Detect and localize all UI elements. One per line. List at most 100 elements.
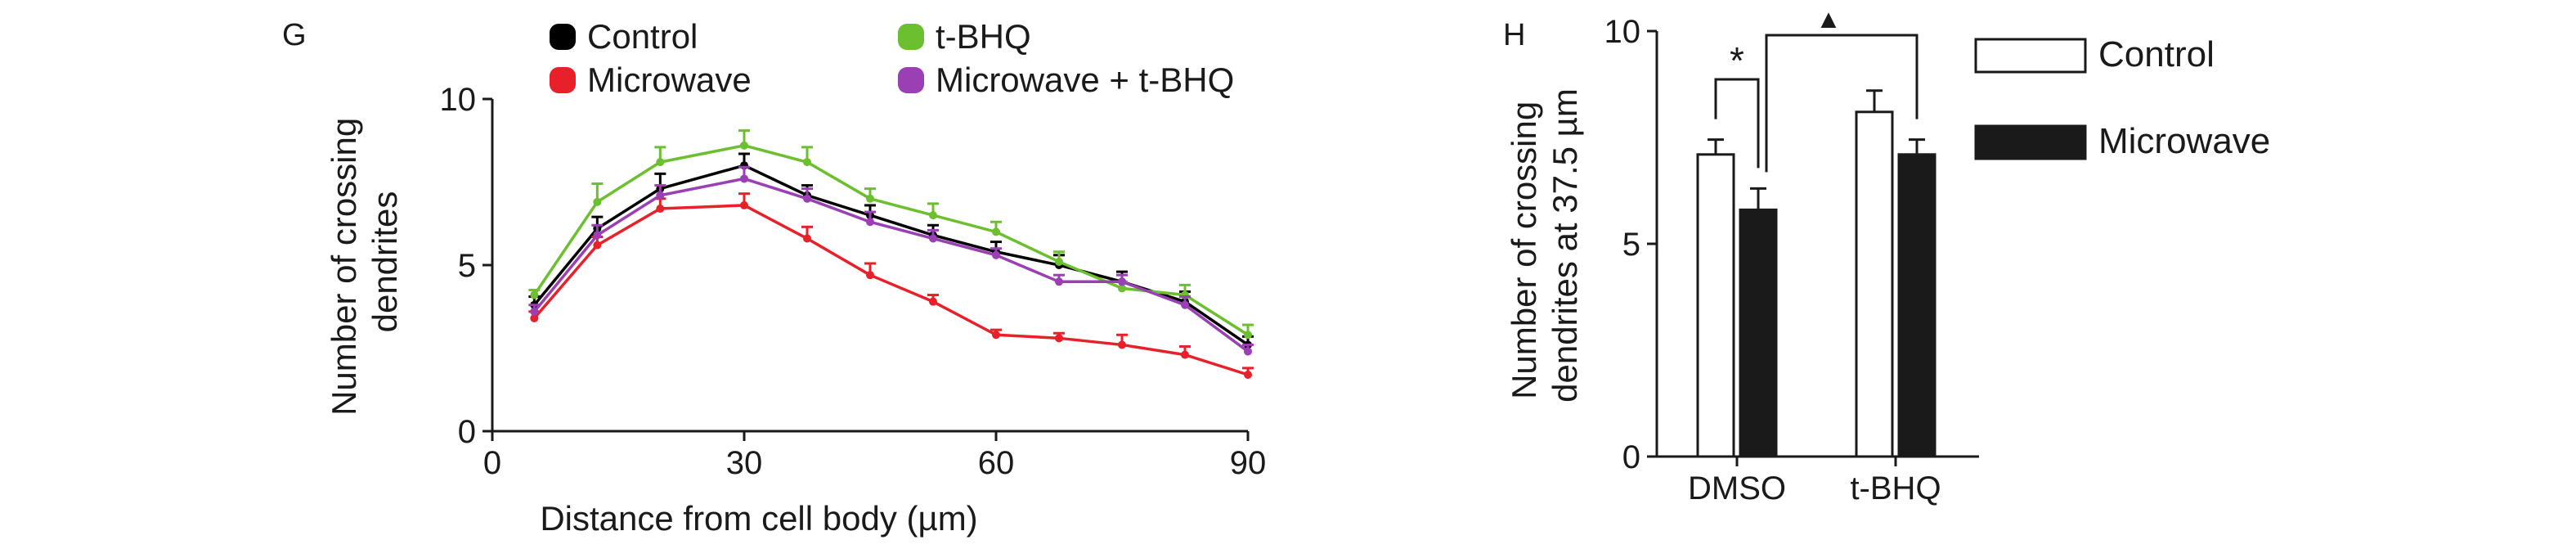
panel-g-series-line [532, 177, 1250, 353]
panel-g-data-point [866, 271, 874, 280]
panel-g-data-point [593, 231, 602, 240]
panel-g-data-point [740, 200, 748, 209]
panel-g-y-tick-label: 10 [440, 82, 477, 118]
panel-h-y-axis: 0 5 10 [1604, 14, 1658, 475]
panel-h-y-tick-label: 5 [1622, 227, 1640, 263]
panel-h-y-axis-label: Number of crossing dendrites at 37.5 µm [1505, 88, 1584, 403]
panel-h-plot-area [1696, 89, 1936, 458]
panel-g-data-point [530, 313, 539, 322]
panel-h-bar [1897, 153, 1936, 458]
panel-g-data-point [992, 250, 1000, 259]
panel-g-data-point [740, 174, 748, 183]
panel-g-data-point [866, 194, 874, 203]
panel-g-x-tick-label: 30 [726, 445, 763, 481]
panel-g-y-axis-label: Number of crossing dendrites [325, 108, 404, 416]
panel-g-data-point [1055, 334, 1063, 343]
panel-h-bracket-dmso [1714, 78, 1760, 169]
panel-g-data-point [740, 141, 748, 150]
panel-g-y-axis-label-line-1: Number of crossing [325, 118, 363, 416]
panel-g-x-axis: 0 30 60 90 [483, 430, 1267, 481]
panel-g-legend-item: Microwave + t-BHQ [898, 61, 1234, 99]
panel-g-data-point [530, 290, 539, 299]
panel-g-series-0 [528, 152, 1254, 349]
panel-h-legend-label: Control [2098, 34, 2215, 74]
panel-g-legend-label: Microwave [587, 61, 752, 99]
panel-h-x-tick-label: DMSO [1688, 470, 1786, 506]
panel-g-data-point [866, 218, 874, 227]
panel-g-data-point [1118, 284, 1126, 293]
panel-g-y-axis-label-line-2: dendrites [366, 191, 404, 333]
panel-h-legend: Control Microwave [1974, 34, 2270, 161]
panel-g-legend-item: t-BHQ [898, 17, 1031, 56]
panel-g-data-point [656, 158, 665, 167]
panel-g-plot-area [528, 129, 1254, 379]
panel-g-data-point [803, 234, 811, 243]
panel-h-legend-item: Microwave [1974, 121, 2270, 161]
panel-g-y-axis: 0 5 10 [440, 82, 494, 450]
panel-h-y-axis-label-line-1: Number of crossing [1505, 101, 1543, 399]
panel-g-data-point [992, 331, 1000, 340]
panel-g-legend: Control Microwave t-BHQ Microwave + t-BHQ [550, 17, 1234, 99]
panel-g-x-tick-label: 60 [978, 445, 1015, 481]
panel-g-series-line [532, 144, 1249, 336]
panel-g-x-tick-label: 0 [483, 445, 501, 481]
panel-g-label: G [282, 18, 307, 52]
panel-g-series-line [533, 204, 1249, 376]
panel-g-data-point [1244, 331, 1252, 340]
panel-g-legend-swatch [898, 24, 924, 50]
panel-g-legend-item: Microwave [550, 61, 752, 99]
panel-g-data-point [1118, 340, 1126, 349]
panel-g-data-point [593, 197, 602, 206]
panel-h-legend-item: Control [1974, 34, 2215, 74]
panel-g-x-tick-label: 90 [1230, 445, 1267, 481]
panel-g-data-point [929, 211, 937, 220]
panel-h-label: H [1503, 18, 1525, 52]
panel-h-significance-triangle: ▲ [1815, 4, 1842, 34]
panel-h-bar [1696, 153, 1735, 458]
panel-g-data-point [1118, 277, 1126, 286]
panel-g-legend-swatch [550, 24, 576, 50]
panel-g-series-line [532, 164, 1249, 346]
panel-h-y-tick-label: 0 [1622, 439, 1640, 475]
panel-g-data-point [1055, 257, 1063, 266]
panel-h-y-tick-label: 10 [1604, 14, 1641, 50]
panel-h-annotations: *▲ [1714, 4, 1919, 173]
panel-h-bar [1739, 208, 1778, 458]
panel-g-series-1 [528, 192, 1254, 379]
panel-g-data-point [929, 234, 937, 243]
panel-h-x-axis: DMSO t-BHQ [1657, 455, 1979, 506]
panel-g-data-point [656, 204, 665, 213]
panel-g-legend-swatch [550, 67, 576, 93]
panel-g-x-axis-label: Distance from cell body (µm) [540, 499, 977, 538]
panel-g-data-point [1181, 300, 1189, 309]
panel-h-significance-star: * [1730, 39, 1744, 82]
panel-g: G Control Microwave t-BHQ Microwave + t-BHQ… [282, 17, 1266, 538]
panel-h-bracket-treatment [1765, 34, 1919, 173]
panel-g-legend-label: Control [587, 17, 698, 56]
panel-h-bar [1855, 110, 1894, 458]
panel-g-data-point [992, 227, 1000, 236]
panel-g-data-point [1244, 370, 1252, 379]
panel-g-y-tick-label: 5 [458, 248, 476, 284]
panel-g-data-point [1055, 277, 1063, 286]
panel-g-data-point [656, 191, 665, 200]
panel-g-y-tick-label: 0 [458, 414, 476, 450]
panel-h-legend-swatch [1974, 38, 2087, 74]
panel-g-series-3 [528, 165, 1254, 356]
panel-g-legend-swatch [898, 67, 924, 93]
panel-g-data-point [530, 307, 539, 316]
panel-h-x-tick-label: t-BHQ [1850, 470, 1941, 506]
panel-g-legend-item: Control [550, 17, 698, 56]
panel-g-data-point [803, 194, 811, 203]
panel-h-y-axis-label-line-2: dendrites at 37.5 µm [1546, 88, 1584, 403]
panel-g-data-point [929, 297, 937, 306]
panel-g-data-point [803, 158, 811, 167]
panel-g-data-point [1181, 350, 1189, 359]
panel-g-series-2 [528, 129, 1254, 340]
panel-g-data-point [593, 241, 602, 250]
panel-h-legend-label: Microwave [2098, 121, 2270, 161]
panel-h-legend-swatch [1974, 124, 2087, 160]
panel-g-legend-label: Microwave + t-BHQ [936, 61, 1234, 99]
